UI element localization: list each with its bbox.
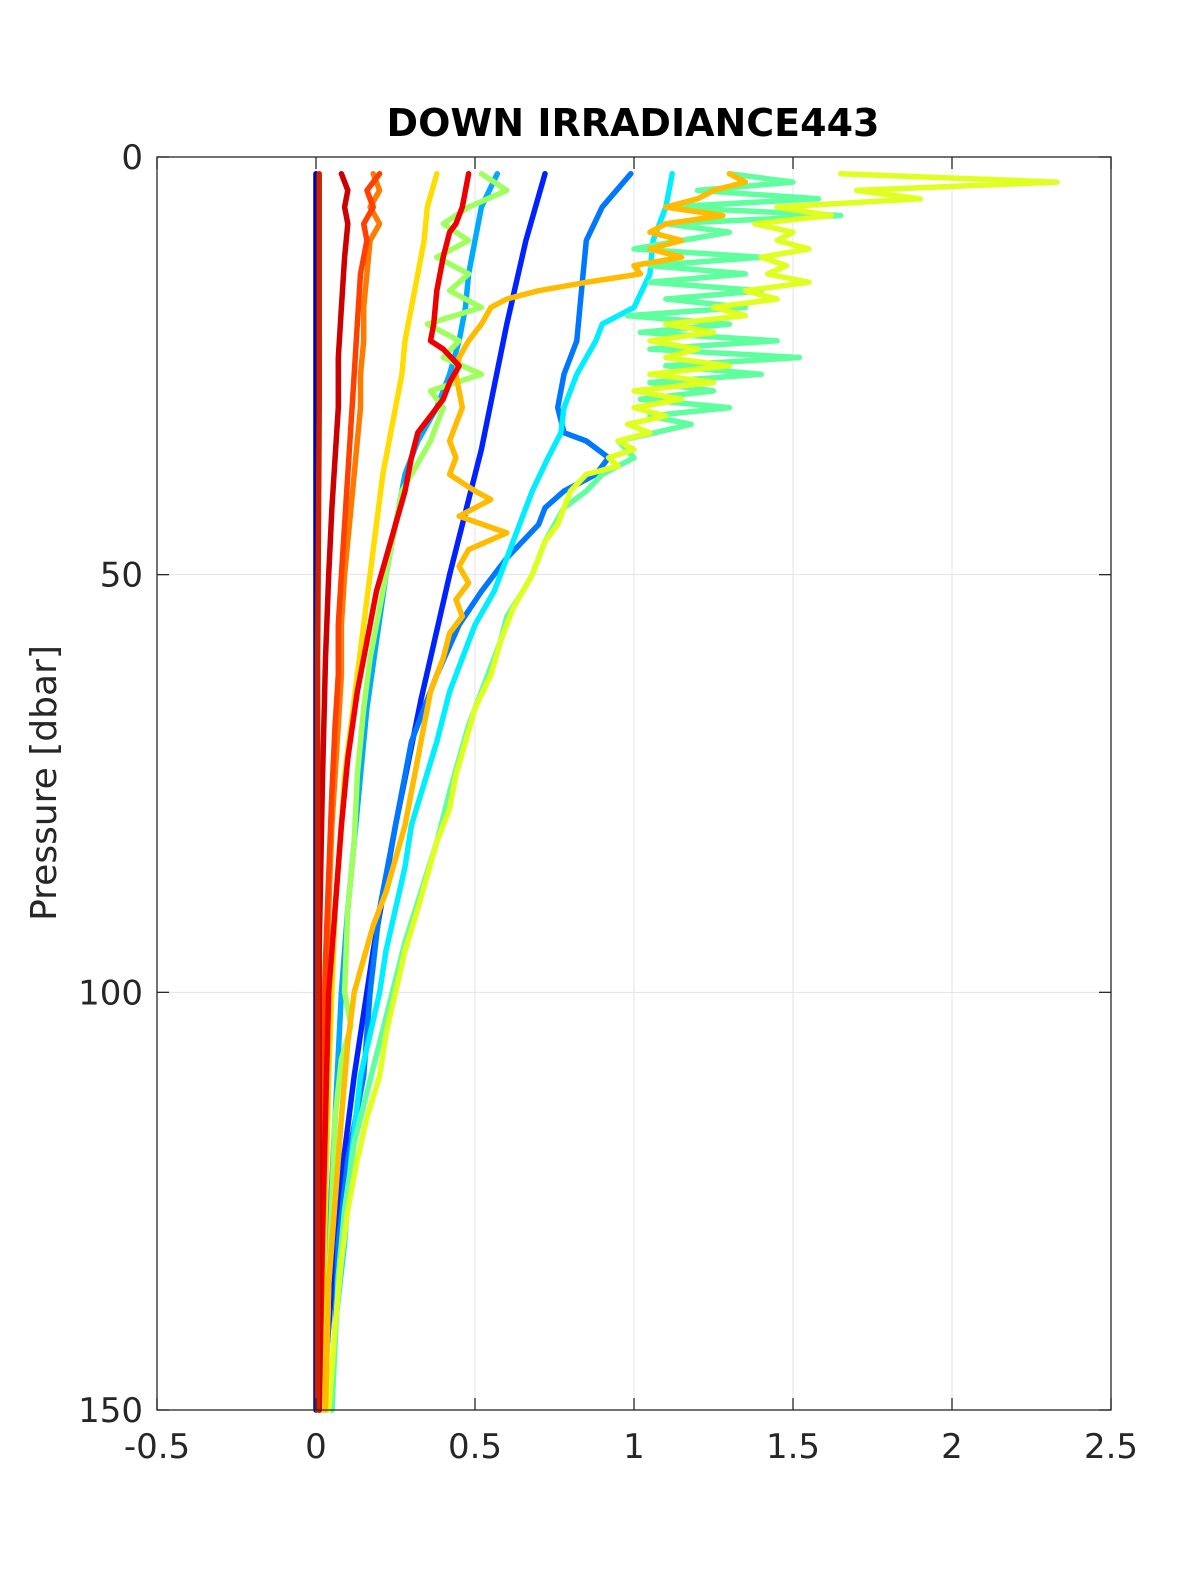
x-tick-label: 1.5 — [766, 1427, 820, 1467]
ticks: -0.5 0 0.5 1 1.5 2 2.5 0 50 100 150 — [78, 138, 1138, 1467]
series-line-10 — [322, 170, 749, 1413]
x-tick-label: 0.5 — [448, 1427, 502, 1467]
series-layer — [313, 170, 1060, 1413]
series-line-13 — [316, 170, 472, 1413]
x-tick-label: 2.5 — [1084, 1427, 1138, 1467]
y-tick-label: 150 — [78, 1391, 143, 1431]
y-tick-label: 0 — [121, 138, 143, 178]
y-tick-label: 100 — [78, 973, 143, 1013]
series-line-3 — [329, 170, 634, 1413]
series-line-8 — [325, 170, 1060, 1413]
chart-title: DOWN IRRADIANCE443 — [387, 101, 880, 145]
y-tick-label: 50 — [100, 556, 143, 596]
x-tick-label: 0 — [305, 1427, 327, 1467]
series-line-7 — [322, 170, 510, 1413]
series-line-14 — [316, 170, 351, 1413]
series-line-5 — [329, 170, 675, 1413]
series-line-15 — [314, 170, 322, 1413]
x-tick-label: 1 — [623, 1427, 645, 1467]
x-tick-label: -0.5 — [124, 1427, 190, 1467]
series-line-12 — [316, 170, 383, 1413]
x-tick-label: 2 — [941, 1427, 963, 1467]
y-axis-label: Pressure [dbar] — [24, 645, 65, 921]
series-line-9 — [319, 170, 440, 1413]
